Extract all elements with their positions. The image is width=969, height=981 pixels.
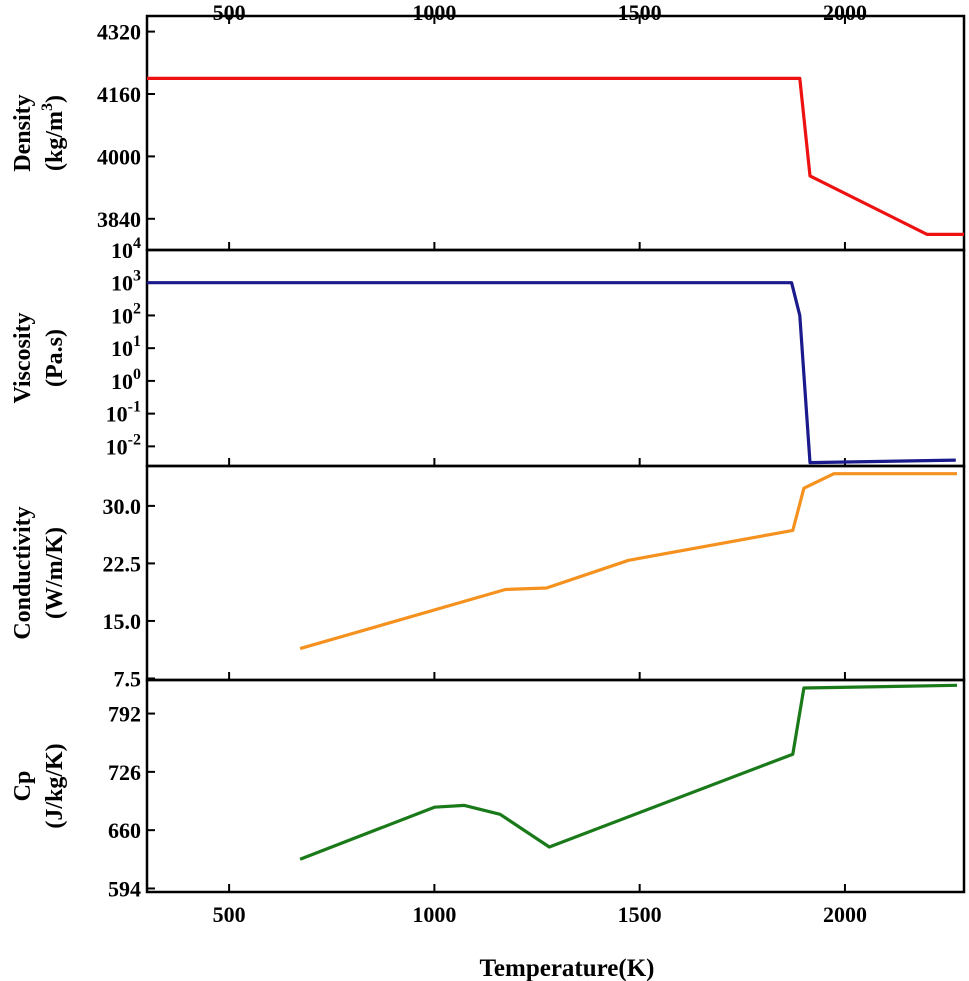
y-axis-title-density: Density (kg/m3) (10, 94, 68, 171)
y-axis-title-viscosity: Viscosity (Pa.s) (10, 312, 68, 403)
svg-text:Density: Density (10, 94, 36, 171)
y-tick-label-conductivity-0: 7.5 (114, 666, 142, 691)
y-tick-label-density-1: 4000 (97, 144, 141, 169)
top-x-tick-labels: 500 1000 1500 2000 (213, 0, 867, 25)
svg-text:(W/m/K): (W/m/K) (42, 527, 68, 619)
y-tick-label-cp-1: 660 (108, 818, 141, 843)
bottom-x-tick-labels: 500 1000 1500 2000 (213, 902, 867, 927)
x-tick-label-top-0: 500 (213, 0, 246, 25)
x-tick-label-bottom-3: 2000 (823, 902, 867, 927)
panel-density: 3840 4000 4160 4320 Density (kg/m3) (10, 14, 966, 252)
y-tick-label-conductivity-1: 15.0 (103, 609, 142, 634)
panel-conductivity: 7.5 15.0 22.5 30.0 Conductivity (W/m/K) (10, 464, 966, 691)
y-tick-label-viscosity-4: 100 (111, 366, 141, 394)
x-tick-label-bottom-2: 1500 (618, 902, 662, 927)
series-line-density (147, 76, 964, 236)
svg-text:(J/kg/K): (J/kg/K) (42, 743, 68, 828)
panel-viscosity: 104 103 102 101 100 10-1 10-2 Viscosity (Pa.s) (10, 235, 966, 468)
panel-frame-conductivity (145, 464, 966, 682)
svg-text:Cp: Cp (10, 771, 36, 802)
y-tick-label-density-3: 4320 (97, 20, 141, 45)
svg-text:(Pa.s): (Pa.s) (42, 329, 68, 387)
svg-text:Viscosity: Viscosity (10, 312, 36, 403)
y-tick-label-conductivity-3: 30.0 (103, 494, 142, 519)
svg-text:Conductivity: Conductivity (10, 506, 36, 639)
x-tick-label-bottom-1: 1000 (412, 902, 456, 927)
y-axis-title-cp: Cp (J/kg/K) (10, 743, 68, 828)
panel-frame-cp (145, 678, 966, 894)
y-tick-label-density-2: 4160 (97, 82, 141, 107)
y-tick-label-viscosity-1: 103 (111, 268, 141, 296)
panel-frame-density (145, 14, 966, 252)
series-line-cp (299, 683, 958, 861)
x-tick-label-bottom-0: 500 (213, 902, 246, 927)
y-tick-label-viscosity-5: 10-1 (106, 399, 141, 427)
series-line-conductivity (299, 472, 957, 651)
y-tick-label-cp-0: 594 (108, 876, 141, 901)
x-axis-title: Temperature(K) (480, 955, 655, 981)
x-tick-label-top-2: 1500 (618, 0, 662, 25)
y-tick-label-viscosity-6: 10-2 (106, 431, 141, 459)
panel-cp: 594 660 726 792 Cp (J/kg/K) (10, 678, 966, 901)
y-tick-label-viscosity-3: 101 (111, 333, 141, 361)
y-tick-label-cp-3: 792 (108, 702, 141, 727)
y-axis-title-conductivity: Conductivity (W/m/K) (10, 506, 68, 639)
y-tick-label-viscosity-2: 102 (111, 300, 141, 328)
y-tick-label-conductivity-2: 22.5 (103, 551, 142, 576)
series-line-viscosity (147, 281, 956, 465)
x-tick-label-top-3: 2000 (823, 0, 867, 25)
y-tick-label-cp-2: 726 (108, 760, 141, 785)
x-tick-label-top-1: 1000 (412, 0, 456, 25)
svg-text:(kg/m3): (kg/m3) (39, 95, 68, 171)
y-tick-label-viscosity-0: 104 (111, 235, 141, 263)
y-tick-label-density-0: 3840 (97, 207, 141, 232)
